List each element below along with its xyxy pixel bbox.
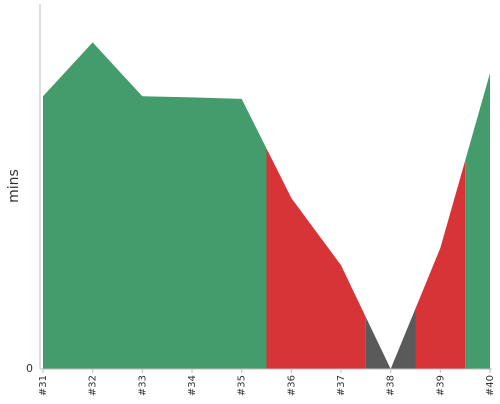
x-tick-label: #35 [237,375,248,396]
y-axis-ticks: 0 [26,362,33,375]
x-axis-ticks: #31 #32 #33 #34 #35 #36 #37 #38 #39 #40 [38,369,496,396]
y-axis-label: mins [6,169,22,203]
x-tick-label: #39 [435,375,446,396]
x-tick-label: #33 [137,375,148,396]
area-segment-failure-36 [266,148,366,369]
y-tick-label: 0 [26,362,33,375]
x-tick-label: #40 [485,375,496,396]
x-tick-label: #36 [286,375,297,396]
x-tick-label: #37 [336,375,347,396]
chart-axes [39,4,492,370]
area-segments [43,42,490,370]
area-segment-success-31 [43,42,267,370]
area-segment-aborted-38 [365,308,416,369]
x-tick-label: #38 [386,375,397,396]
x-tick-label: #34 [187,375,198,396]
x-tick-label: #32 [88,375,99,396]
area-segment-failure-39 [415,160,466,369]
x-tick-label: #31 [38,375,49,396]
area-segment-success-40 [465,73,490,369]
